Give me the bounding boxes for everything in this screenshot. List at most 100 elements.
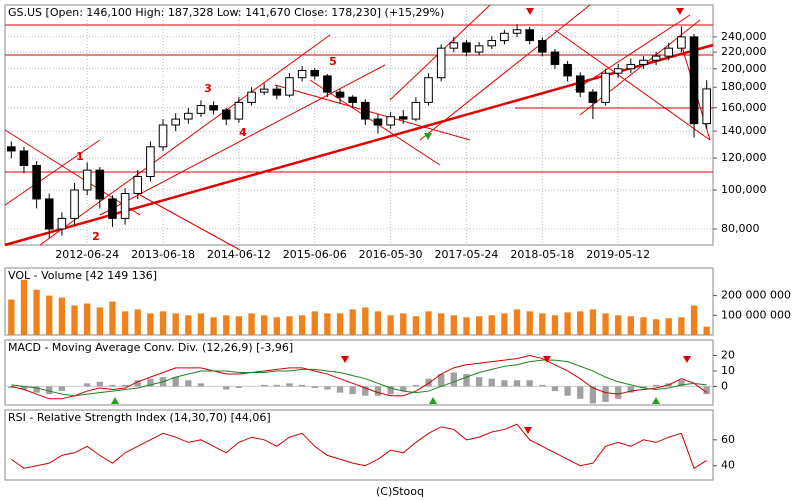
y-tick-label: 10 [721, 364, 735, 377]
y-tick-label: 0 [721, 379, 728, 392]
volume-bar [551, 315, 559, 335]
volume-bar [197, 313, 205, 335]
volume-bar [121, 311, 129, 335]
histogram-bar [84, 383, 91, 387]
volume-bar [438, 313, 445, 335]
signal-arrow [652, 397, 660, 404]
y-tick-label: 40 [721, 459, 735, 472]
histogram-bar [589, 386, 597, 404]
histogram-bar [197, 383, 205, 387]
volume-bar [109, 301, 116, 335]
signal-arrow [524, 427, 532, 434]
candle-body [575, 75, 585, 93]
volume-bar [678, 317, 685, 335]
histogram-bar [640, 386, 647, 388]
trend-line [554, 29, 711, 141]
volume-bar [652, 319, 660, 335]
y-tick-label: 20 [721, 348, 735, 361]
trend-line [419, 4, 591, 141]
volume-bar [172, 313, 179, 335]
histogram-bar [387, 386, 394, 395]
volume-bar [412, 316, 420, 335]
y-tick-label: 60 [721, 433, 735, 446]
candle-body [19, 150, 29, 167]
candle-body [411, 101, 421, 120]
candle-body [108, 198, 117, 219]
volume-bar [223, 315, 230, 335]
candle-body [285, 77, 294, 96]
volume-bar [235, 316, 243, 335]
candle-body [550, 51, 560, 65]
candle-body [171, 118, 180, 126]
candle-body [196, 105, 206, 114]
histogram-bar [58, 386, 66, 392]
volume-bar [261, 315, 268, 335]
histogram-bar [615, 386, 622, 399]
histogram-bar [703, 386, 710, 395]
histogram-bar [298, 384, 306, 387]
rsi-line [11, 423, 707, 470]
signal-arrow [543, 356, 551, 363]
volume-bar [690, 305, 698, 335]
volume-bar [488, 315, 495, 335]
candle-body [525, 29, 534, 42]
wave-label: 3 [204, 82, 212, 95]
histogram-bar [488, 378, 495, 387]
trend-line [274, 84, 471, 141]
histogram-bar [311, 386, 318, 388]
histogram-bar [121, 384, 129, 387]
histogram-bar [412, 384, 420, 387]
candle-body [563, 63, 572, 77]
histogram-bar [286, 383, 293, 387]
panel-title: MACD - Moving Average Conv. Div. (12,26,… [8, 341, 293, 354]
volume-bar [71, 305, 78, 335]
histogram-bar [261, 384, 268, 387]
candle-body [95, 169, 105, 200]
volume-bar [463, 317, 470, 335]
trend-line [39, 34, 331, 246]
candle-body [158, 124, 168, 148]
candle-body [487, 40, 497, 47]
panel-title: VOL - Volume [42 149 136] [8, 269, 157, 282]
histogram-bar [400, 386, 407, 392]
histogram-bar [374, 386, 382, 396]
candle-body [626, 63, 636, 70]
volume-bar [46, 295, 53, 335]
volume-bar [96, 307, 103, 335]
candle-body [677, 36, 686, 49]
panel [4, 409, 714, 481]
volume-bar [20, 279, 28, 335]
histogram-bar [336, 386, 344, 393]
candle-body [221, 109, 231, 120]
y-tick-label: 240,000 [721, 30, 767, 43]
panel-title: RSI - Relative Strength Index (14,30,70)… [8, 411, 271, 424]
trend-line [4, 129, 141, 216]
signal-arrow [424, 133, 432, 140]
volume-bar [589, 309, 597, 335]
signal-arrow [526, 8, 534, 15]
candle-body [474, 45, 484, 53]
histogram-bar [678, 380, 685, 387]
macd-line [11, 354, 707, 400]
volume-bar [210, 317, 217, 335]
volume-bar [185, 315, 192, 335]
volume-bar [273, 317, 280, 335]
volume-bar [147, 313, 154, 335]
y-tick-label: 100 000 000 [721, 308, 791, 321]
volume-bar [475, 316, 483, 335]
histogram-bar [425, 378, 432, 387]
histogram-bar [147, 378, 154, 387]
candle-body [44, 198, 54, 230]
candle-body [588, 91, 598, 103]
volume-bar [298, 315, 306, 335]
trend-line [139, 194, 241, 251]
candle-body [424, 77, 433, 103]
signal-arrow [111, 397, 119, 404]
histogram-bar [134, 380, 141, 387]
volume-bar [400, 313, 407, 335]
volume-bar [665, 318, 672, 335]
candle-body [247, 91, 256, 103]
candle-body [310, 70, 320, 77]
candle-body [538, 40, 547, 53]
histogram-bar [539, 384, 546, 387]
